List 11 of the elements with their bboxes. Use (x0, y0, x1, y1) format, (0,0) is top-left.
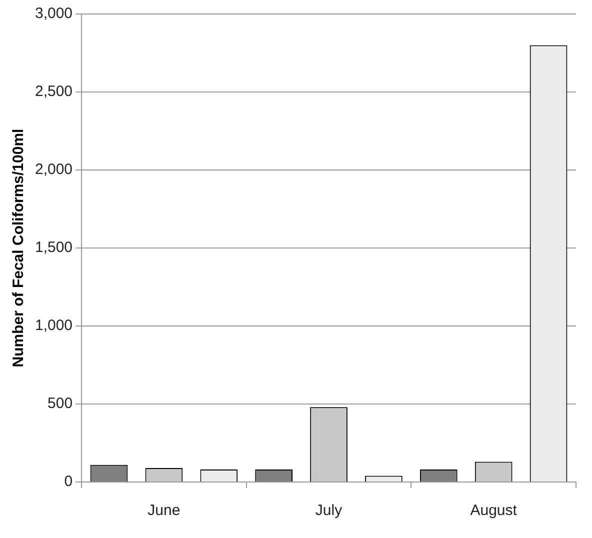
y-tick-label: 500 (48, 395, 73, 412)
x-tick-label: June (148, 502, 180, 520)
x-tick-label: August (470, 502, 518, 520)
y-tick-label: 1,000 (34, 317, 73, 334)
y-tick-label: 2,500 (34, 83, 73, 100)
y-tick-label: 0 (64, 473, 73, 490)
y-tick-label: 2,000 (34, 161, 73, 178)
y-axis-title: Number of Fecal Coliforms/100ml (10, 128, 28, 368)
y-tick-label: 1,500 (34, 239, 73, 256)
x-tick-label: July (315, 502, 343, 520)
y-tick-label: 3,000 (34, 5, 73, 22)
